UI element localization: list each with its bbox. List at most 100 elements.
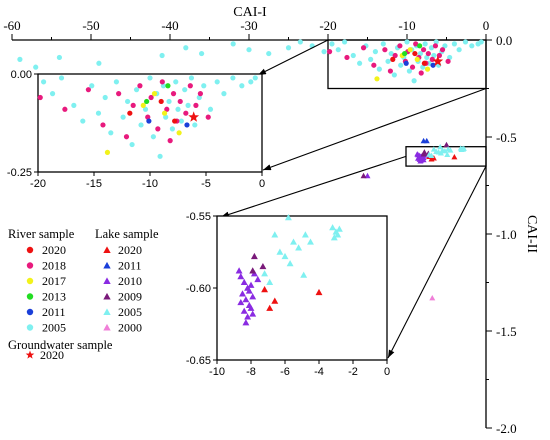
inset-river-river-2018-point (116, 91, 122, 97)
lake-2005-point (437, 143, 444, 150)
river-2005-point (433, 39, 439, 45)
river-2020-point (390, 56, 396, 63)
inset-lake-lake-2009-point (250, 252, 258, 260)
inset-river-river-2005-point (248, 79, 254, 85)
river-2018-point (429, 56, 435, 63)
river-2005-point (56, 54, 63, 61)
river-2005-point (368, 56, 374, 63)
legend-lake-marker-2020 (103, 246, 111, 253)
legend-river-marker-2018 (26, 262, 34, 269)
river-2005-point (388, 50, 394, 57)
legend-river-marker-2005 (26, 324, 34, 331)
river-2005-point (385, 58, 391, 64)
inset-lake-lake-2005-point (301, 231, 309, 238)
river-2005-point (380, 41, 386, 47)
inset-river-river-2020-point (172, 118, 178, 124)
river-2005-point (398, 62, 404, 68)
inset-lake-lake-2010-point (240, 278, 248, 285)
river-2005-point (456, 47, 462, 53)
inset-lake-x-tick-label: 0 (384, 366, 390, 378)
inset-lake-x-tick-label: -2 (348, 366, 358, 378)
lake-2009-point (443, 141, 450, 148)
legend-river-label: 2005 (42, 321, 66, 335)
river-2005-point (321, 49, 327, 55)
y-tick-label: -1.0 (496, 227, 517, 242)
inset-river-river-2005-point (230, 75, 236, 81)
connector-river-top (257, 39, 329, 76)
legend-river-marker-2020 (26, 246, 34, 254)
inset-lake-y-tick-label: -0.60 (186, 283, 211, 295)
inset-river-river-2018-point (170, 91, 177, 97)
river-2005-point (391, 72, 397, 78)
inset-lake-lake-2020-point (261, 285, 269, 293)
inset-lake-lake-2010-point (247, 281, 255, 288)
inset-lake-lake-2005-point (261, 270, 269, 277)
groundwater-2020-point (432, 55, 444, 66)
inset-river-river-2005-point (147, 75, 153, 81)
legend-lake-marker-2009 (103, 292, 111, 300)
river-2018-point (418, 70, 424, 76)
lake-2010-point (415, 155, 422, 161)
legend-lake-label: 2000 (118, 321, 142, 335)
inset-lake-lake-2005-point (284, 213, 292, 221)
inset-lake-lake-2005-point (307, 238, 314, 245)
legend-groundwater-marker-2020 (25, 350, 35, 359)
river-2018-point (397, 43, 403, 49)
inset-lake-lake-2010-point (242, 319, 250, 326)
river-2005-point (335, 47, 341, 53)
lake-2010-point (419, 153, 425, 160)
river-2005-point (159, 52, 165, 59)
inset-river-river-2005-point (80, 118, 86, 124)
river-2018-point (420, 47, 427, 53)
inset-river-river-2018-point (177, 98, 183, 105)
main-data-points (17, 39, 484, 301)
inset-river-river-2011-point (184, 122, 190, 128)
inset-river-river-2005-point (138, 122, 144, 128)
inset-lake-lake-2005-point (271, 231, 279, 238)
x-tick-label: -60 (3, 18, 20, 33)
y-tick-label: -1.5 (496, 324, 517, 339)
inset-river-river-2005-point (239, 83, 245, 89)
inset-river-river-2005-point (207, 106, 214, 112)
legend-river-marker-2017 (26, 277, 34, 285)
river-2013-point (402, 50, 408, 57)
inset-river-river-2017-point (140, 102, 146, 108)
inset-river-river-2013-point (144, 98, 150, 105)
legend-lake-label: 2011 (118, 259, 142, 273)
river-2005-point (183, 45, 189, 51)
lake-2010-point (364, 172, 371, 179)
inset-lake-x-tick-label: -10 (209, 366, 225, 378)
inset-river-river-2005-point (173, 79, 179, 85)
inset-river-river-2018-point (183, 110, 189, 116)
inset-river-y-tick-label: -0.25 (7, 167, 32, 179)
lake-2000-point (429, 295, 436, 301)
inset-lake-lake-2010-point (245, 287, 253, 294)
inset-lake-zoom: -10 -8 -6 -4 -2 0 -0.55 -0.60 -0.65 (186, 211, 390, 378)
inset-river-river-2005-point (188, 75, 195, 81)
inset-river-river-2011-point (146, 118, 152, 124)
inset-river-river-2018-point (100, 122, 106, 128)
inset-river-river-2018-point (148, 94, 154, 101)
inset-lake-y-tick-label: -0.65 (186, 355, 211, 367)
y-tick-label: -0.5 (496, 130, 517, 145)
inset-river-x-tick-label: -20 (30, 178, 46, 190)
legend-lake-label: 2005 (118, 305, 142, 319)
legend-river-title: River sample (8, 227, 75, 241)
river-2005-point (285, 45, 292, 51)
inset-lake-lake-2010-point (247, 304, 255, 311)
legend-river-label: 2018 (42, 259, 66, 273)
river-2005-point (442, 43, 448, 49)
river-2005-point (411, 78, 417, 84)
legend-river-marker-2013 (26, 293, 34, 300)
inset-lake-lake-2010-point (240, 307, 248, 314)
inset-river-river-2018-point (37, 94, 43, 101)
inset-river-river-2005-point (125, 98, 131, 105)
inset-lake-lake-2009-point (259, 262, 267, 270)
inset-river-river-2017-point (161, 110, 168, 116)
river-2017-point (407, 47, 413, 53)
river-2018-point (326, 49, 333, 55)
inset-river-river-2005-point (71, 102, 77, 108)
inset-lake-lake-2010-point (242, 296, 250, 303)
inset-river-groundwater-2020-point (188, 111, 200, 122)
x-tick-label: -30 (240, 18, 257, 33)
